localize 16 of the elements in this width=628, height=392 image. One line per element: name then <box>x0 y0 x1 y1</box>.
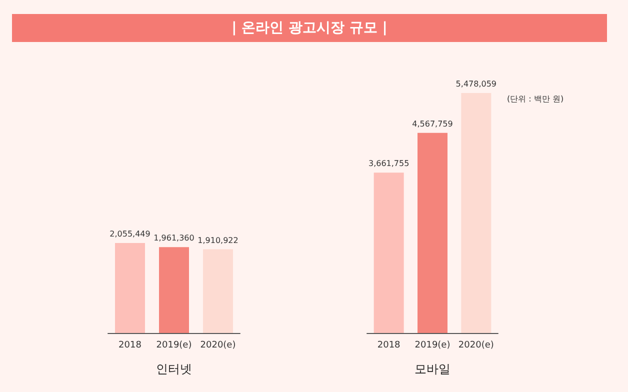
data-label: 1,961,360 <box>154 234 194 243</box>
text: | 온라인 광고시장 규모 | <box>12 14 607 42</box>
x-tick-label: 2018 <box>118 340 142 350</box>
x-tick-label: 2020(e) <box>200 340 236 350</box>
x-axis-title: 인터넷 <box>156 362 192 376</box>
data-label: 1,910,922 <box>198 236 238 245</box>
data-label: 4,567,759 <box>412 119 453 128</box>
data-label: 5,478,059 <box>456 80 497 88</box>
x-tick-label: 2018 <box>377 340 401 350</box>
x-tick-label: 2020(e) <box>458 340 494 350</box>
x-tick-label: 2019(e) <box>156 340 192 350</box>
text: (단위 : 백만 원) <box>507 94 564 104</box>
data-label: 2,055,449 <box>110 229 150 238</box>
x-axis-title: 모바일 <box>414 362 450 376</box>
x-tick-label: 2019(e) <box>414 340 450 350</box>
data-label: 3,661,755 <box>368 159 410 168</box>
